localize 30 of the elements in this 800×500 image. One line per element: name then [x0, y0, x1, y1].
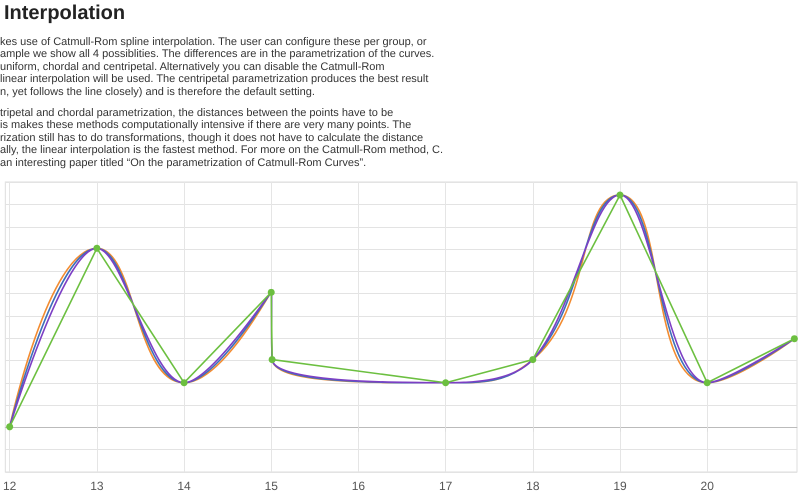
x-tick-label: 18 — [526, 479, 540, 493]
text: uniform, chordal and centripetal. Alternatively you can disable the Catmull-Rom — [0, 60, 386, 74]
x-tick-label: 14 — [177, 479, 192, 493]
x-tick-label: 17 — [438, 479, 453, 493]
point — [268, 356, 276, 364]
point — [180, 379, 188, 386]
x-tick-label: 15 — [264, 479, 278, 493]
x-tick-label: 16 — [352, 479, 366, 493]
point — [529, 356, 536, 364]
x-tick-label: 20 — [700, 479, 714, 493]
x-tick-label: 19 — [613, 479, 627, 493]
x-tick-label: 12 — [2, 479, 17, 493]
text: an interesting paper titled “On the parametrization of Catmull-Rom Curves”. — [0, 156, 368, 170]
text: n, yet follows the line closely) and is therefore the default setting. — [0, 86, 316, 98]
text: tripetal and chordal parametrization, the distances between the points have to be — [0, 107, 394, 120]
point — [704, 379, 711, 386]
point — [6, 423, 14, 430]
chart-title: Interpolation — [4, 2, 126, 25]
point — [790, 335, 798, 342]
point — [442, 379, 450, 386]
text: rization still has to do transformations, though it does not have to calculate the distance — [0, 132, 424, 144]
text: is makes these methods computationally intensive if there are very many points. The — [0, 119, 412, 132]
point — [616, 191, 624, 198]
x-tick-label: 13 — [90, 479, 104, 493]
point — [268, 288, 275, 296]
point — [93, 244, 100, 252]
text: ample we show all 4 possiblities. The differences are in the parametrization of the curves. — [0, 48, 434, 61]
text: linear interpolation will be used. The centripetal parametrization produces the best result — [0, 73, 428, 86]
text: kes use of Catmull-Rom spline interpolation. The user can configure these per group, or — [0, 36, 427, 48]
text: ally, the linear interpolation is the fastest method. For more on the Catmull-Rom method, C. — [0, 144, 444, 157]
